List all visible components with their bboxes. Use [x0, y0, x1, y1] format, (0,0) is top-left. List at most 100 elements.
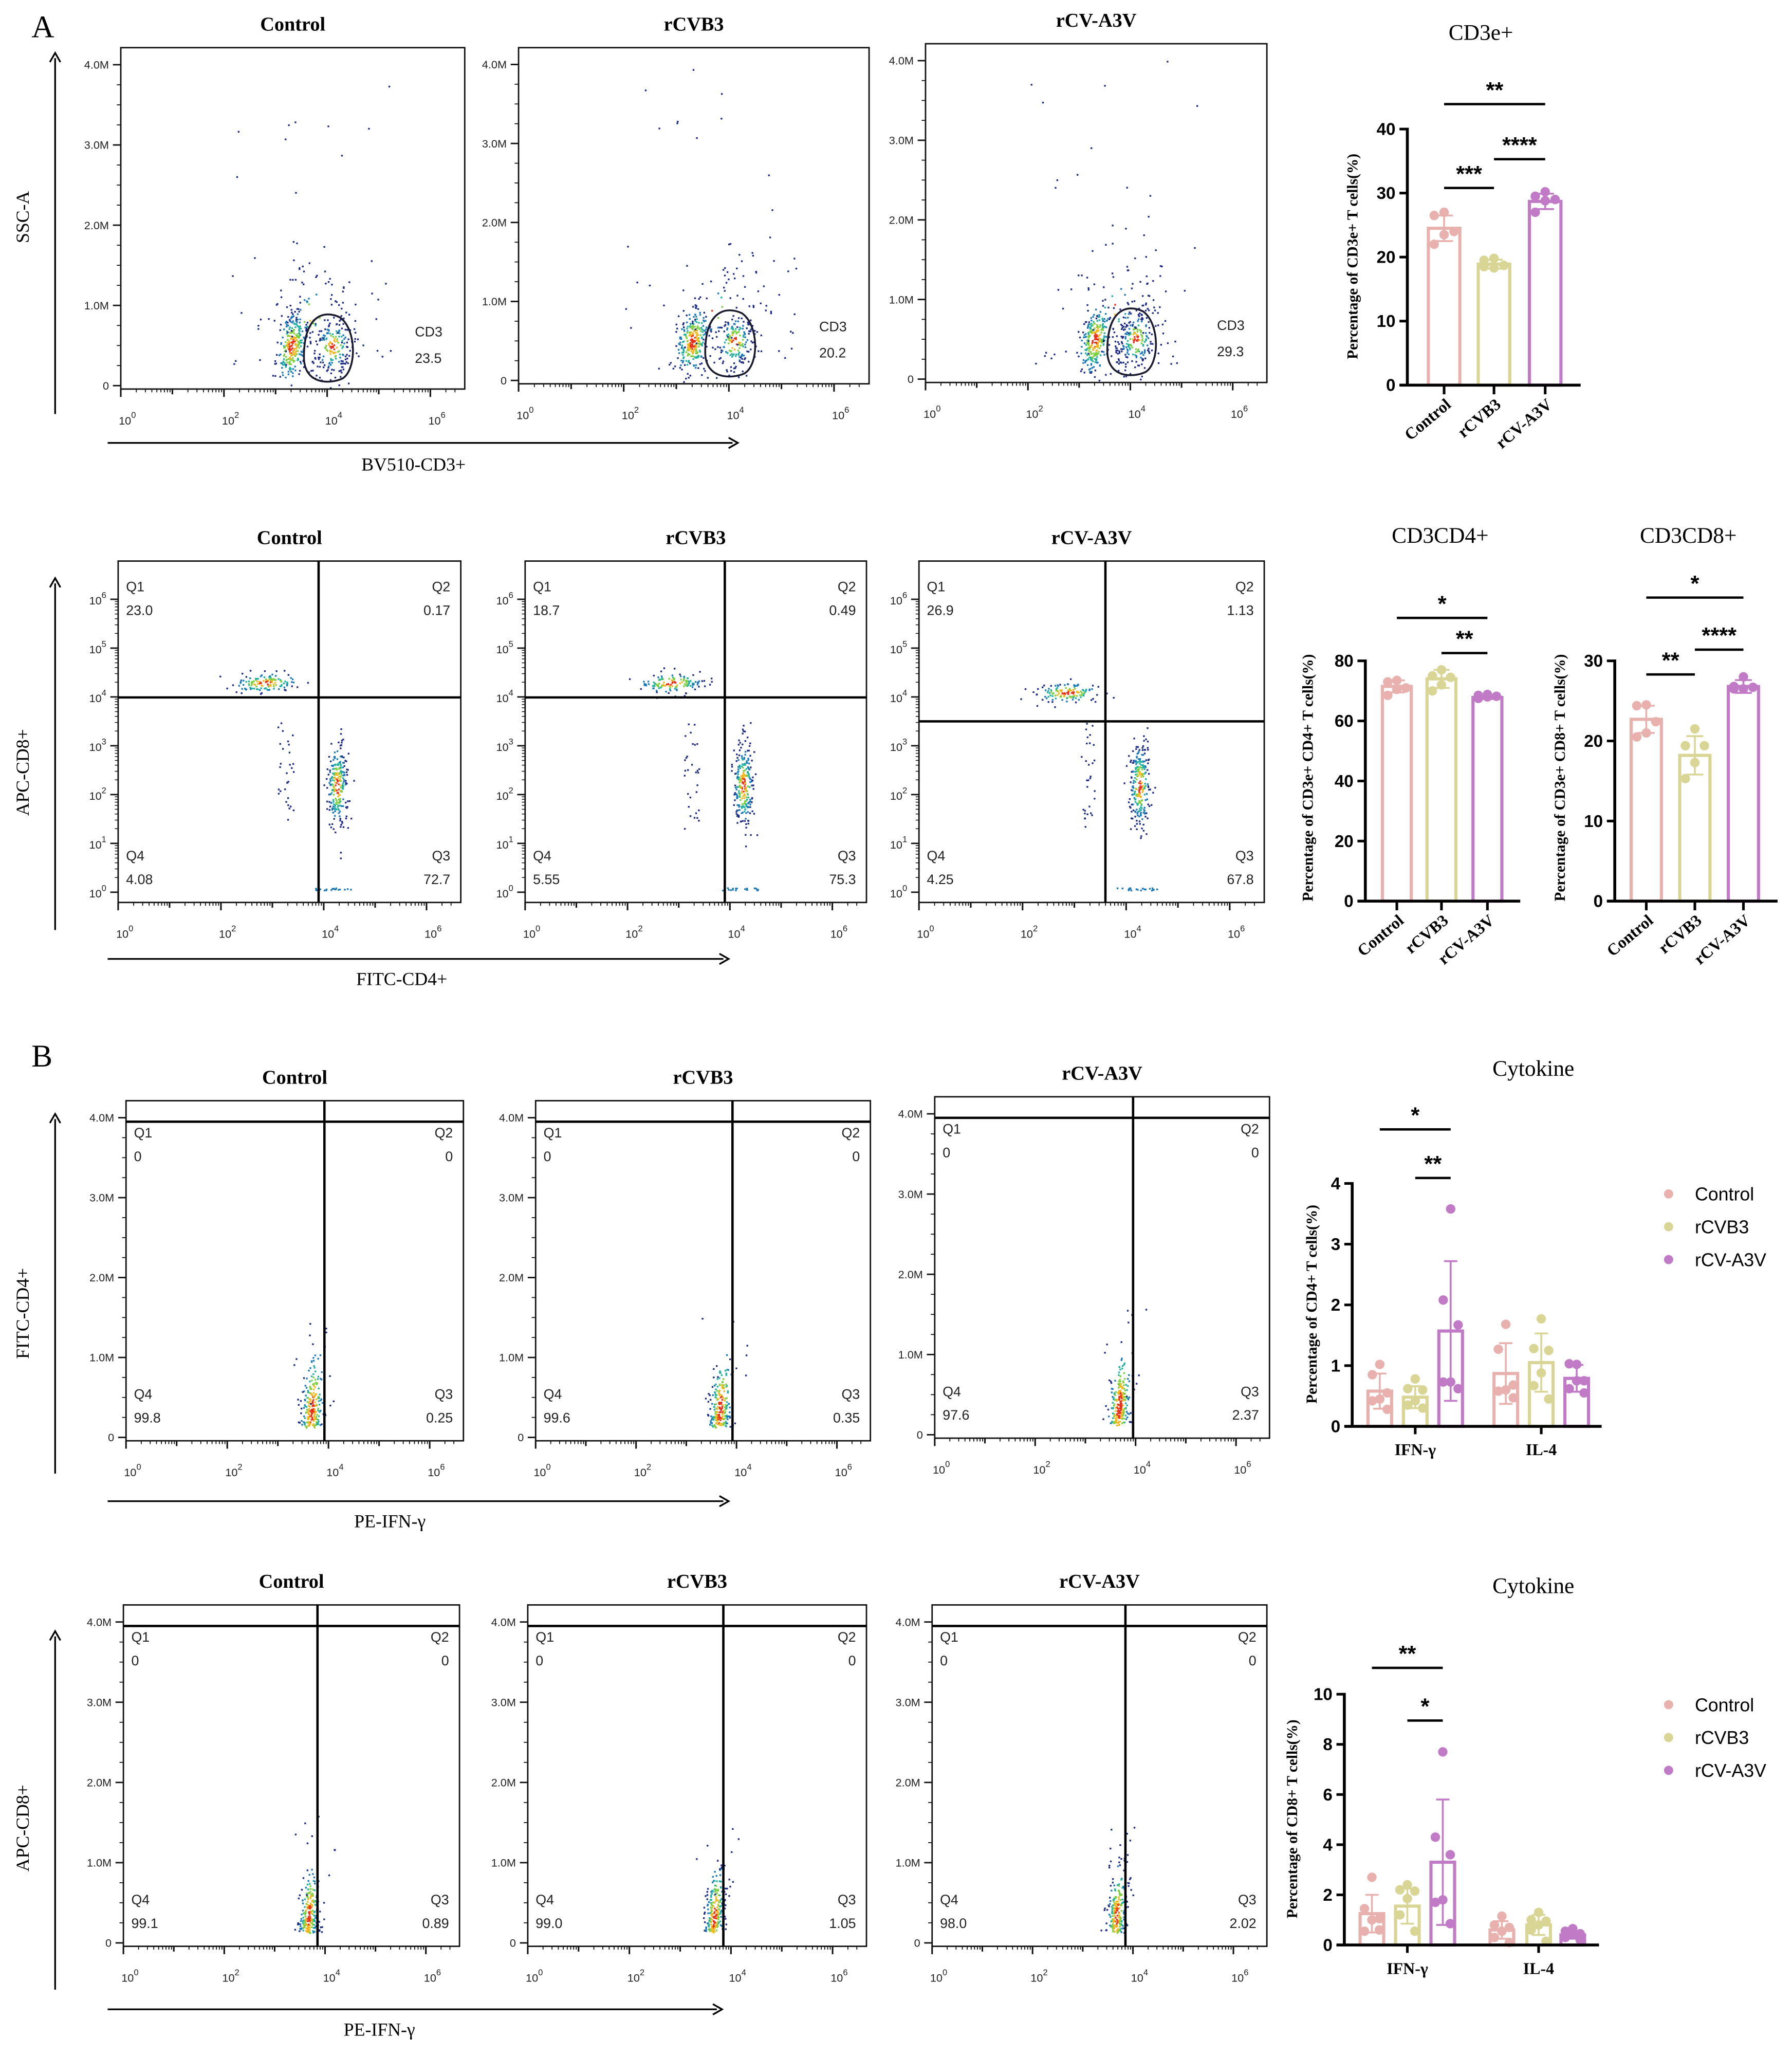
event-dot [1089, 368, 1092, 370]
event-dot [329, 784, 332, 786]
event-dot [1083, 336, 1085, 339]
tick-base: 10 [325, 414, 338, 427]
event-dot [307, 1411, 309, 1413]
quadrant-label: Q3 [432, 848, 450, 864]
event-dot [284, 670, 286, 672]
event-dot [701, 331, 704, 333]
event-dot [1118, 350, 1120, 353]
event-dot [721, 1387, 724, 1389]
event-dot [1058, 692, 1060, 694]
event-dot [346, 783, 348, 785]
x-tick-label: 104 [727, 405, 744, 422]
event-dot [738, 790, 740, 792]
event-dot [385, 283, 387, 285]
event-dot [1148, 788, 1150, 791]
event-dot [309, 1896, 311, 1898]
event-dot [270, 680, 272, 682]
event-dot [325, 346, 327, 348]
tick-exponent: 0 [136, 1462, 141, 1472]
event-dot [342, 805, 344, 807]
event-dot [702, 325, 705, 327]
event-dot [256, 688, 258, 690]
event-dot [751, 810, 753, 813]
event-dot [1135, 309, 1138, 311]
event-dot [1051, 695, 1054, 697]
event-dot [689, 815, 692, 817]
event-dot [254, 257, 256, 259]
event-dot [338, 783, 340, 785]
event-dot [1105, 244, 1107, 246]
event-dot [264, 670, 266, 672]
event-dot [1120, 1390, 1122, 1392]
event-dot [1094, 353, 1096, 356]
event-dots [629, 667, 759, 892]
event-dot [304, 1417, 306, 1419]
event-dot [1125, 228, 1127, 230]
event-dot [312, 1932, 315, 1934]
event-dot [1036, 693, 1038, 695]
event-dot [301, 1927, 303, 1930]
event-dot [1132, 338, 1134, 340]
event-dot [741, 788, 743, 790]
event-dot [719, 1411, 722, 1413]
event-dot [313, 1408, 315, 1411]
event-dot [695, 367, 697, 369]
event-dot [1144, 749, 1146, 751]
event-dot [719, 1406, 721, 1409]
event-dot [751, 341, 754, 344]
event-dot [737, 816, 740, 818]
y-tick-label: 4.0M [84, 59, 109, 71]
event-dot [325, 889, 327, 891]
event-dot [340, 772, 343, 774]
event-dot [716, 1378, 718, 1380]
event-dot [738, 766, 741, 768]
event-dot [1099, 326, 1101, 328]
tick-exponent: 6 [847, 1462, 852, 1472]
event-dot [746, 790, 748, 792]
event-dot [661, 677, 663, 679]
event-dot [1135, 348, 1137, 351]
event-dot [1147, 803, 1149, 805]
event-dot [1087, 336, 1089, 338]
event-dot [703, 357, 705, 359]
event-dot [1136, 752, 1138, 755]
event-dot [1102, 338, 1104, 340]
tick-exponent: 0 [102, 883, 106, 893]
event-dot [728, 374, 730, 377]
event-dot [1102, 325, 1104, 328]
event-dot [300, 1918, 303, 1920]
y-tick-label: 1.0M [89, 1351, 114, 1364]
event-dot [1086, 742, 1088, 745]
event-dot [303, 1926, 306, 1928]
event-dot [329, 778, 331, 780]
event-dot [682, 354, 684, 356]
event-dot [307, 1413, 309, 1415]
event-dot [1142, 764, 1144, 766]
event-dot [241, 688, 243, 690]
event-dot [1138, 749, 1140, 751]
tick-exponent: 4 [740, 405, 744, 415]
event-dot [736, 776, 738, 778]
event-dot [1045, 352, 1047, 354]
event-dot [740, 344, 743, 346]
event-dot [716, 1420, 718, 1422]
event-dot [338, 741, 340, 744]
event-dot [658, 368, 660, 370]
event-dot [290, 317, 292, 319]
y-tick-label: 106 [890, 590, 907, 607]
event-dot [736, 295, 738, 297]
event-dot [273, 685, 275, 687]
event-dot [709, 684, 711, 686]
event-dot [1126, 340, 1129, 342]
event-dot [314, 1417, 317, 1419]
event-dot [699, 330, 702, 332]
event-dot [1121, 328, 1123, 330]
event-dot [1117, 1383, 1119, 1385]
event-dot [311, 1905, 313, 1907]
quadrant-value: 0 [943, 1145, 950, 1160]
event-dot [1144, 357, 1147, 359]
event-dot [721, 297, 723, 299]
tick-exponent: 1 [902, 834, 907, 844]
event-dot [340, 852, 342, 854]
event-dot [299, 326, 301, 328]
